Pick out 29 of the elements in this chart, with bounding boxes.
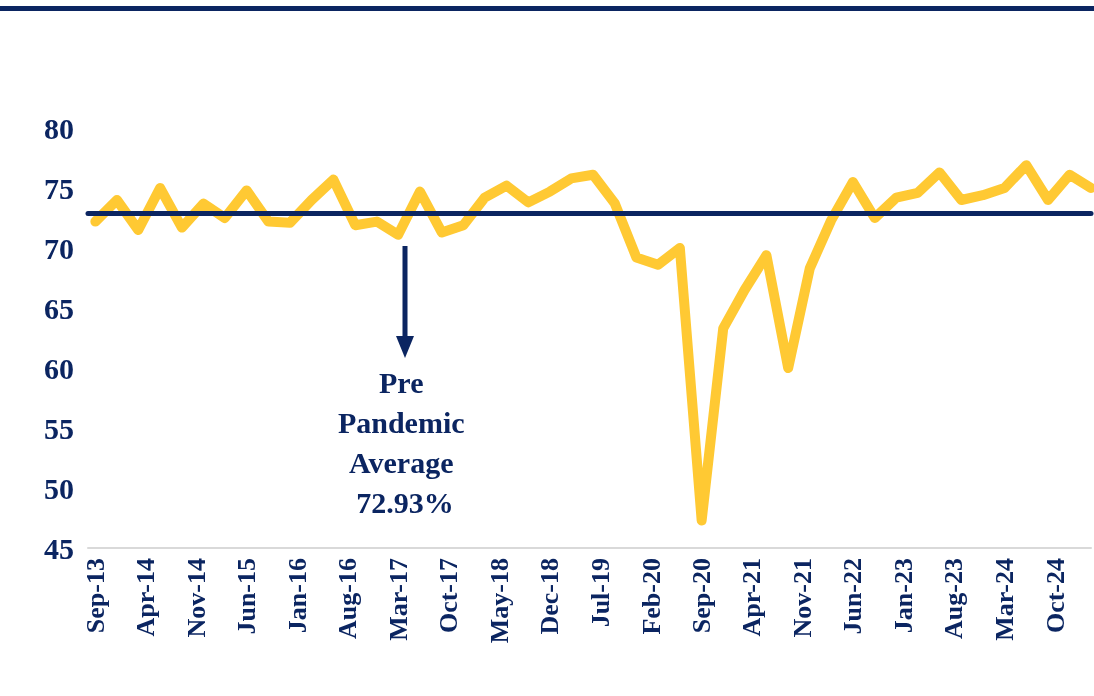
x-tick-label: Dec-18 bbox=[535, 558, 565, 635]
y-tick-label: 70 bbox=[44, 231, 74, 265]
x-tick-label: Oct-17 bbox=[434, 558, 464, 634]
x-tick-label: Jun-15 bbox=[232, 558, 262, 635]
x-tick-label: Oct-24 bbox=[1040, 558, 1070, 634]
y-tick-label: 60 bbox=[44, 351, 74, 385]
y-tick-label: 65 bbox=[44, 291, 74, 325]
x-tick-label: Jul-19 bbox=[585, 558, 615, 628]
x-tick-label: Mar-17 bbox=[383, 558, 413, 641]
x-tick-label: Apr-14 bbox=[131, 558, 161, 637]
x-tick-label: Sep-13 bbox=[80, 558, 110, 634]
x-tick-label: Nov-14 bbox=[181, 558, 211, 638]
y-tick-label: 75 bbox=[44, 171, 74, 205]
x-tick-label: Nov-21 bbox=[788, 558, 818, 638]
y-tick-label: 55 bbox=[44, 411, 74, 445]
y-tick-label: 45 bbox=[44, 531, 74, 565]
x-tick-label: Feb-20 bbox=[636, 558, 666, 635]
x-tick-label: Jun-22 bbox=[838, 558, 868, 635]
x-tick-label: Mar-24 bbox=[989, 558, 1019, 641]
x-tick-label: May-18 bbox=[484, 558, 514, 644]
x-tick-label: Apr-21 bbox=[737, 558, 767, 637]
x-tick-label: Jan-16 bbox=[282, 558, 312, 634]
x-tick-label: Jan-23 bbox=[889, 558, 919, 634]
x-tick-label: Sep-20 bbox=[687, 558, 717, 634]
x-tick-label: Aug-23 bbox=[939, 558, 969, 639]
x-tick-label: Aug-16 bbox=[333, 558, 363, 639]
annotation: Pre Pandemic Average 72.93% bbox=[337, 366, 473, 520]
y-tick-label: 80 bbox=[44, 111, 74, 145]
y-tick-label: 50 bbox=[44, 471, 74, 505]
